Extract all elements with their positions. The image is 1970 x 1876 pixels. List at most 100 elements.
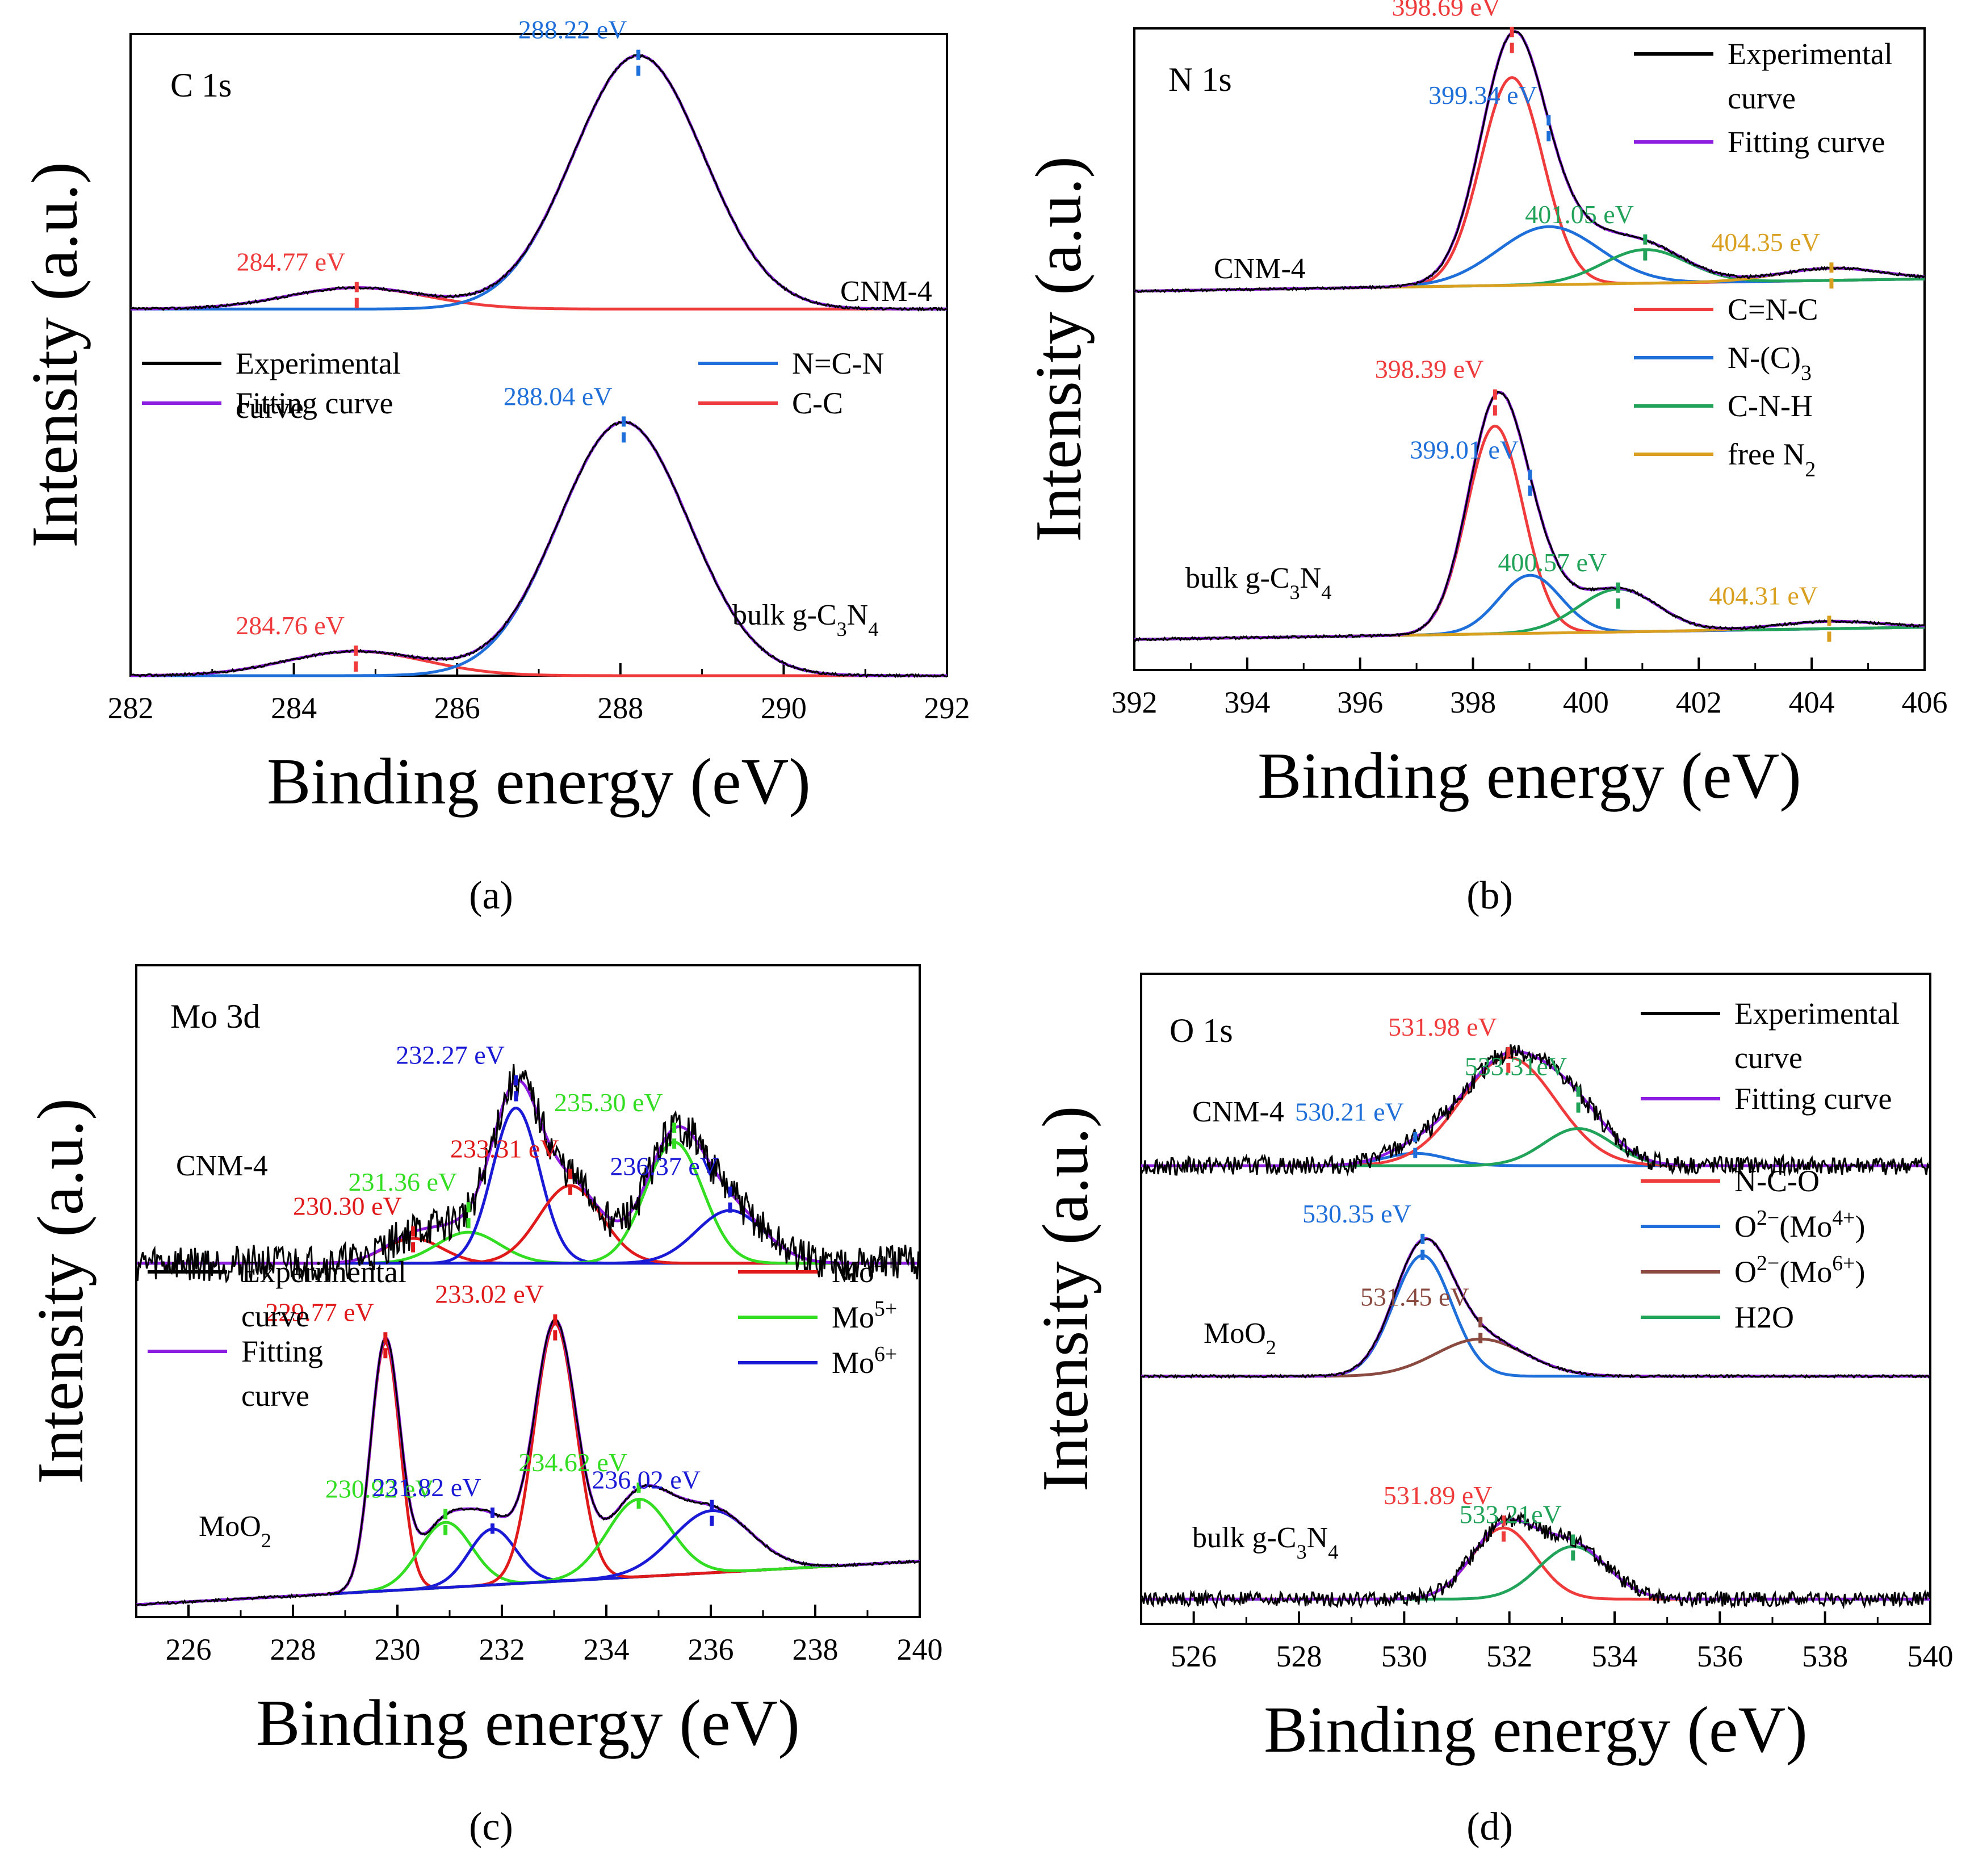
sample-name: MoO2 <box>1204 1317 1276 1359</box>
legend-label: N-(C)3 <box>1728 341 1812 385</box>
legend-label: C-N-H <box>1728 389 1813 423</box>
peak-label: 232.27 eV <box>396 1041 505 1070</box>
peak-label: 530.35 eV <box>1302 1199 1411 1228</box>
legend-label: curve <box>236 391 304 425</box>
x-tick-label: 540 <box>1908 1639 1954 1673</box>
panel-label-b: (b) <box>1466 874 1513 918</box>
x-tick-label: 398 <box>1450 685 1496 719</box>
peak-label: 231.36 eV <box>348 1167 457 1196</box>
peak-label: 236.02 eV <box>592 1465 701 1494</box>
peak-label: 231.82 eV <box>372 1473 481 1502</box>
peak-label: 404.35 eV <box>1711 228 1820 257</box>
x-tick-label: 230 <box>375 1632 421 1666</box>
x-tick-label: 292 <box>924 691 970 725</box>
chart-panel-b: 392 394 396 398 400 402 404 406 Binding energy (… <box>1022 0 1948 813</box>
x-tick-label: 238 <box>793 1632 839 1666</box>
legend-label: curve <box>1734 1041 1803 1075</box>
plot-frame <box>135 964 921 1618</box>
x-tick-label: 538 <box>1802 1639 1848 1673</box>
legend-label: Fitting curve <box>1728 125 1885 159</box>
peak-label: 531.98 eV <box>1388 1012 1497 1041</box>
core-level-title: O 1s <box>1170 1012 1233 1049</box>
legend-label: Experimental <box>236 346 401 380</box>
peak-label: 236.37 eV <box>610 1152 719 1181</box>
sample-name: CNM-4 <box>1192 1096 1284 1128</box>
sample-name: bulk g-C3N4 <box>1192 1522 1338 1563</box>
legend-label: Experimental <box>1728 37 1893 71</box>
sample-name: CNM-4 <box>1214 253 1306 285</box>
y-axis-title: Intensity (a.u.) <box>19 162 91 548</box>
peak-label: 531.45 eV <box>1360 1283 1469 1312</box>
peak-label: 531.89 eV <box>1384 1481 1493 1510</box>
plot-frame <box>1140 973 1931 1625</box>
x-tick-label: 282 <box>108 691 154 725</box>
y-axis-title: Intensity (a.u.) <box>1022 156 1095 542</box>
peak-label: 235.30 eV <box>554 1088 663 1117</box>
legend-label: curve <box>1728 81 1796 115</box>
x-tick-label: 534 <box>1592 1639 1638 1673</box>
peak-label: 230.30 eV <box>293 1192 402 1221</box>
peak-label: 400.57 eV <box>1498 548 1607 577</box>
sample-cnm-4: 530.21 eV 531.98 eV 533.31eV CNM-4 <box>1140 1012 1931 1178</box>
x-axis-title: Binding energy (eV) <box>256 1687 800 1760</box>
panel-label-c: (c) <box>469 1805 513 1849</box>
peak-label: 404.31 eV <box>1709 581 1818 610</box>
x-tick-label: 286 <box>434 691 480 725</box>
peak-label: 399.34 eV <box>1428 81 1537 110</box>
peak-label: 533.21eV <box>1460 1500 1562 1529</box>
legend-label: Mo6+ <box>832 1342 897 1380</box>
x-tick-label: 396 <box>1337 685 1383 719</box>
legend-label: free N2 <box>1728 437 1816 481</box>
sample-name: CNM-4 <box>840 275 932 308</box>
x-tick-label: 288 <box>597 691 643 725</box>
legend-label: C=N-C <box>1728 292 1818 326</box>
experimental-curve <box>1140 1044 1931 1178</box>
peak-label: 234.62 eV <box>518 1448 627 1477</box>
experimental-curve <box>135 1063 921 1284</box>
sample-name: CNM-4 <box>176 1150 268 1182</box>
peak-label: 288.04 eV <box>504 382 613 411</box>
x-tick-label: 284 <box>271 691 317 725</box>
peak-label: 398.39 eV <box>1375 355 1484 384</box>
x-tick-label: 290 <box>761 691 807 725</box>
legend-label: O2−(Mo4+) <box>1734 1206 1865 1243</box>
core-level-title: Mo 3d <box>170 998 260 1035</box>
legend-label: N=C-N <box>792 346 884 380</box>
x-axis-title: Binding energy (eV) <box>1264 1694 1808 1766</box>
x-tick-label: 400 <box>1563 685 1609 719</box>
chart-panel-d: 526 528 530 532 534 536 538 540 Binding energy (… <box>1029 973 1954 1766</box>
x-tick-label: 536 <box>1697 1639 1743 1673</box>
chart-panel-a: 282 284 286 288 290 292 Binding energy (eV) Int… <box>19 15 970 818</box>
x-tick-label: 406 <box>1902 685 1948 719</box>
y-axis-title: Intensity (a.u.) <box>24 1098 97 1484</box>
panel-label-a: (a) <box>469 874 513 918</box>
x-tick-label: 402 <box>1676 685 1722 719</box>
x-tick-label: 226 <box>166 1632 212 1666</box>
component-peak-2 <box>136 1106 920 1265</box>
peak-label: 284.76 eV <box>236 611 345 640</box>
x-tick-label: 232 <box>479 1632 525 1666</box>
sample-name: MoO2 <box>199 1510 271 1552</box>
legend-label: H2O <box>1734 1300 1794 1334</box>
x-tick-label: 532 <box>1486 1639 1532 1673</box>
peak-label: 284.77 eV <box>237 248 346 277</box>
x-tick-label: 240 <box>897 1632 943 1666</box>
x-axis-title: Binding energy (eV) <box>267 746 811 818</box>
x-tick-label: 392 <box>1112 685 1158 719</box>
experimental-curve <box>135 1318 920 1607</box>
legend-label: Mo5+ <box>832 1297 897 1334</box>
peak-label: 229.77 eV <box>265 1297 374 1326</box>
sample-cnm-4: 398.69 eV 399.34 eV 401.05 eV 404.35 eV CNM-… <box>1133 0 1926 294</box>
legend: ExperimentalcurveFittingcurveMo4+Mo5+Mo6… <box>148 1251 897 1413</box>
peak-label: 230.92 eV <box>325 1475 434 1504</box>
experimental-curve <box>1133 30 1926 294</box>
peak-label: 398.69 eV <box>1392 0 1501 21</box>
peak-label: 401.05 eV <box>1525 200 1634 229</box>
legend-label: O2−(Mo6+) <box>1734 1251 1865 1289</box>
sample-bulk-g-c3n4: 398.39 eV 399.01 eV 400.57 eV 404.31 eV bulk… <box>1134 355 1925 647</box>
peak-label: 399.01 eV <box>1410 435 1519 464</box>
sample-cnm-4: 284.77 eV 288.22 eV CNM-4 <box>130 15 948 313</box>
experimental-curve <box>130 420 948 679</box>
sample-bulk-g-c3n4: 284.76 eV 288.04 eV bulk g-C3N4 <box>130 382 948 679</box>
